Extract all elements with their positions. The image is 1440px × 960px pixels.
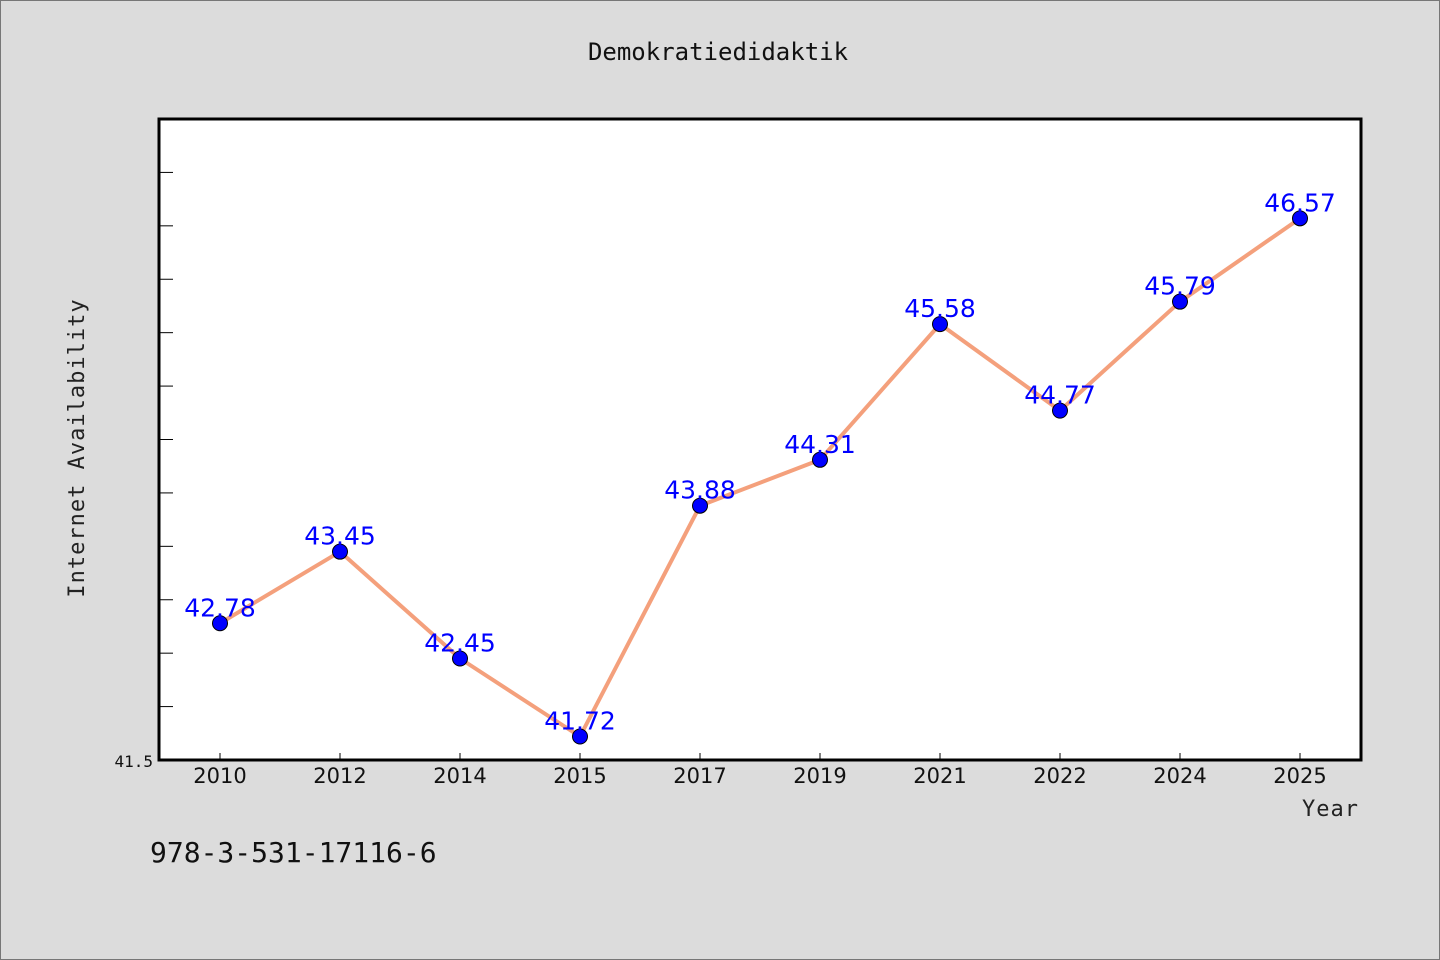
data-label: 41.72 [544, 706, 616, 735]
data-point [572, 728, 588, 745]
data-label: 45.79 [1144, 272, 1216, 301]
x-tick-label: 2024 [1153, 764, 1206, 788]
x-tick-label: 2014 [433, 764, 486, 788]
data-point [932, 316, 948, 333]
x-tick-label: 2022 [1033, 764, 1086, 788]
data-point [812, 451, 828, 468]
data-point [332, 543, 348, 560]
series-line [218, 216, 1302, 739]
data-point [1052, 402, 1068, 419]
y-tick-label: 41.5 [114, 752, 153, 771]
data-point [452, 650, 468, 667]
x-tick-label: 2025 [1273, 764, 1326, 788]
data-label: 42.78 [184, 593, 256, 622]
y-axis-label: Internet Availability [65, 298, 90, 597]
data-label: 44.31 [784, 430, 856, 459]
data-label: 44.77 [1024, 381, 1096, 410]
x-tick-label: 2021 [913, 764, 966, 788]
x-tick-label: 2012 [313, 764, 366, 788]
x-axis-label: Year [1302, 797, 1359, 822]
x-axis-ticks: 2010 2012 2014 2015 2017 2019 2021 2022 2024 2025 [193, 753, 1327, 788]
data-label: 46.57 [1264, 188, 1336, 217]
footer-isbn: 978-3-531-17116-6 [150, 836, 437, 869]
data-labels: 42.78 43.45 42.45 41.72 43.88 44.31 45.58 44.77… [184, 188, 1336, 735]
data-label: 42.45 [424, 629, 496, 658]
data-label: 43.88 [664, 476, 736, 505]
chart-title: Demokratiedidaktik [588, 38, 849, 66]
data-label: 43.45 [304, 522, 376, 551]
data-point [1172, 293, 1188, 310]
data-label: 45.58 [904, 294, 976, 323]
data-point [1292, 210, 1308, 227]
x-tick-label: 2019 [793, 764, 846, 788]
plot-area [157, 117, 1363, 762]
y-axis-ticks [159, 171, 173, 708]
x-tick-label: 2010 [193, 764, 246, 788]
data-point [692, 497, 708, 514]
data-point [212, 615, 228, 632]
x-tick-label: 2015 [553, 764, 606, 788]
x-tick-label: 2017 [673, 764, 726, 788]
series-line-group [218, 216, 1302, 739]
data-markers [212, 210, 1308, 745]
